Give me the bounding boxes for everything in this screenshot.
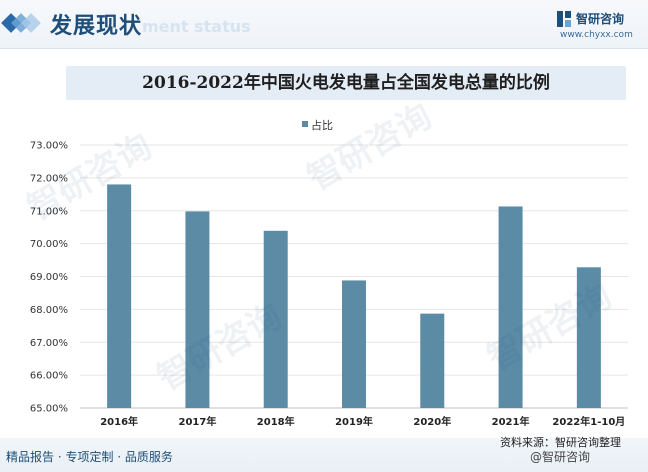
header-bar: ment status 发展现状 智研咨询 www.chyxx.com bbox=[0, 0, 648, 49]
page-title-en: ment status bbox=[142, 17, 251, 36]
y-tick-label: 71.00% bbox=[30, 206, 68, 217]
y-tick-label: 72.00% bbox=[30, 173, 68, 184]
bar bbox=[576, 267, 601, 408]
y-tick-label: 69.00% bbox=[30, 272, 68, 283]
bar bbox=[342, 280, 366, 408]
logo-icon bbox=[557, 11, 571, 27]
footer-bar bbox=[0, 438, 648, 472]
logo: 智研咨询 www.chyxx.com bbox=[556, 8, 644, 44]
y-tick-label: 68.00% bbox=[30, 305, 68, 316]
page-title: 发展现状 bbox=[50, 14, 143, 39]
bar bbox=[185, 211, 210, 408]
y-tick-label: 66.00% bbox=[30, 371, 68, 382]
x-category-label: 2020年 bbox=[413, 415, 451, 428]
y-tick-label: 67.00% bbox=[30, 338, 68, 349]
y-tick-label: 65.00% bbox=[30, 404, 68, 415]
logo-name: 智研咨询 bbox=[576, 12, 625, 26]
source-note: 资料来源：智研咨询整理 bbox=[500, 436, 621, 449]
x-category-label: 2022年1-10月 bbox=[552, 415, 625, 428]
bar bbox=[420, 313, 445, 408]
chart-title-bar: 2016-2022年中国火电发电量占全国发电总量的比例 bbox=[66, 66, 626, 100]
x-category-label: 2018年 bbox=[257, 415, 295, 428]
y-tick-label: 73.00% bbox=[30, 141, 68, 152]
legend-label: 占比 bbox=[311, 119, 333, 132]
logo-url: www.chyxx.com bbox=[560, 30, 633, 40]
x-category-label: 2016年 bbox=[100, 415, 138, 428]
footer-brand: @智研咨询 bbox=[530, 450, 591, 464]
bar bbox=[107, 184, 132, 408]
x-category-label: 2017年 bbox=[179, 415, 217, 428]
x-category-label: 2021年 bbox=[492, 415, 530, 428]
bar bbox=[498, 206, 523, 408]
bar bbox=[263, 230, 288, 408]
x-category-label: 2019年 bbox=[335, 415, 373, 428]
y-tick-label: 70.00% bbox=[30, 239, 68, 250]
legend-swatch bbox=[302, 121, 308, 127]
chart-title: 2016-2022年中国火电发电量占全国发电总量的比例 bbox=[142, 73, 550, 93]
footer-tagline: 精品报告 · 专项定制 · 品质服务 bbox=[6, 450, 173, 464]
